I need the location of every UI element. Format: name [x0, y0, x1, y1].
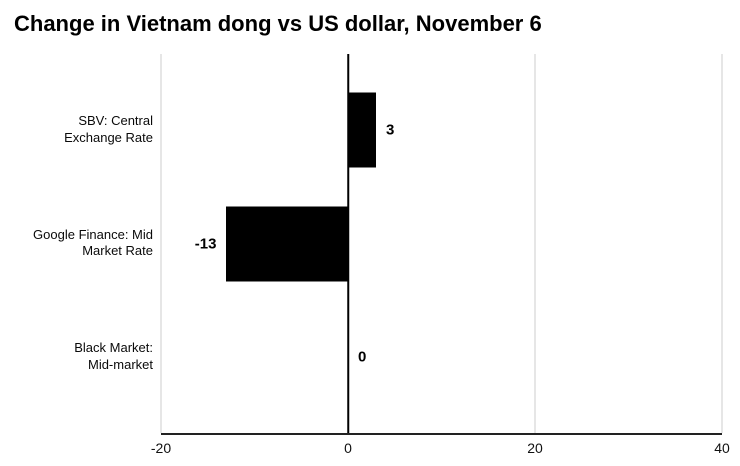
grid-line — [721, 54, 723, 433]
plot-area: SBV: Central Exchange Rate 3 Google Financ… — [33, 54, 723, 435]
category-label: Google Finance: Mid Market Rate — [33, 226, 153, 259]
value-label: -13 — [194, 235, 217, 252]
x-axis-labels: -20 0 20 40 — [151, 440, 730, 458]
category-label: Black Market: Mid-market — [74, 340, 153, 373]
bar-row: Google Finance: Mid Market Rate -13 — [33, 187, 722, 301]
zero-line — [347, 54, 349, 433]
grid-line — [534, 54, 536, 433]
x-tick-label: 40 — [714, 440, 730, 456]
bar — [348, 92, 377, 168]
x-tick-label: -20 — [150, 440, 172, 456]
rows: SBV: Central Exchange Rate 3 Google Financ… — [33, 73, 722, 414]
value-label: 3 — [386, 121, 395, 139]
bar-row: Black Market: Mid-market 0 — [74, 300, 722, 414]
grid-line — [160, 54, 162, 433]
x-tick-label: 0 — [344, 440, 352, 456]
x-tick-label: 20 — [527, 440, 543, 456]
category-label: SBV: Central Exchange Rate — [64, 112, 153, 145]
bar — [226, 206, 348, 281]
value-label: 0 — [358, 348, 367, 366]
chart-title: Change in Vietnam dong vs US dollar, Nov… — [14, 11, 542, 36]
bar-row: SBV: Central Exchange Rate 3 — [64, 73, 722, 187]
